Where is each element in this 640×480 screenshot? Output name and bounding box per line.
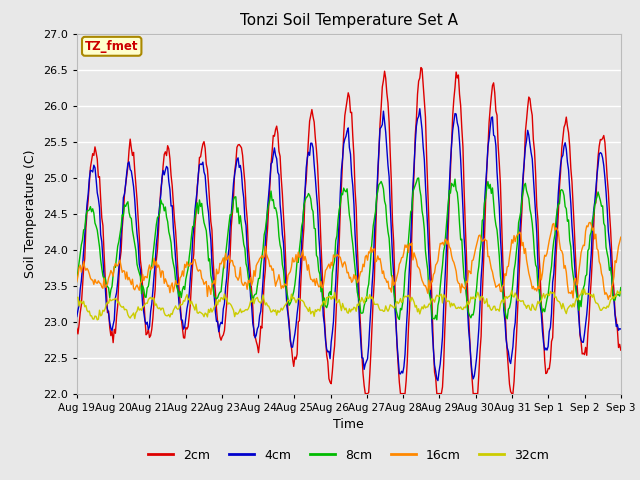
Y-axis label: Soil Temperature (C): Soil Temperature (C) xyxy=(24,149,37,278)
Title: Tonzi Soil Temperature Set A: Tonzi Soil Temperature Set A xyxy=(240,13,458,28)
X-axis label: Time: Time xyxy=(333,418,364,431)
Legend: 2cm, 4cm, 8cm, 16cm, 32cm: 2cm, 4cm, 8cm, 16cm, 32cm xyxy=(143,444,554,467)
Text: TZ_fmet: TZ_fmet xyxy=(85,40,138,53)
